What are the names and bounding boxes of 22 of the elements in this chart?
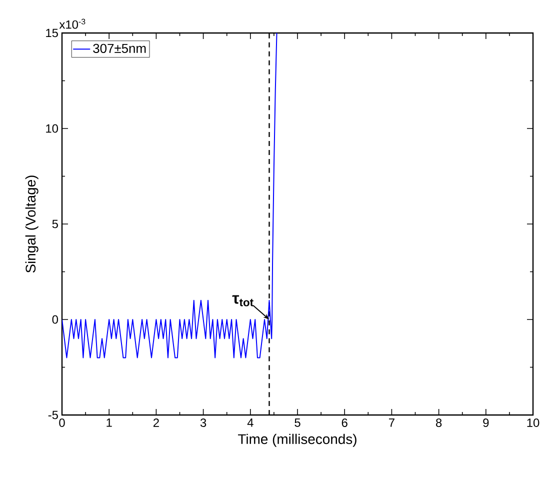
x-axis-title: Time (milliseconds): [238, 434, 356, 447]
x-tick-label: 10: [527, 418, 540, 427]
x-tick-label: 5: [294, 418, 300, 427]
x-tick-label: 7: [388, 418, 394, 427]
x-tick-label: 2: [153, 418, 159, 427]
x-tick-label: 8: [436, 418, 442, 427]
x-tick-label: 4: [247, 418, 254, 427]
y-tick-label: 15: [46, 28, 58, 38]
legend-label: 307±5nm: [93, 44, 146, 53]
annotation: τ$_{tot}$: [232, 295, 254, 306]
y-tick-label: -5: [48, 410, 58, 420]
x-tick-label: 3: [200, 418, 206, 427]
x-tick-label: 1: [106, 418, 112, 427]
text: x10$^{-3}$: [59, 18, 86, 29]
line-series: [62, 32, 278, 358]
y-tick-label: 5: [52, 220, 58, 228]
x-tick-label: 0: [59, 418, 65, 427]
y-axis-title: Singal (Voltage): [25, 176, 38, 273]
x-tick-label: 9: [483, 418, 489, 427]
y-tick-label: 10: [46, 124, 58, 133]
x-tick-label: 6: [342, 418, 348, 427]
y-tick-label: 0: [52, 315, 58, 324]
